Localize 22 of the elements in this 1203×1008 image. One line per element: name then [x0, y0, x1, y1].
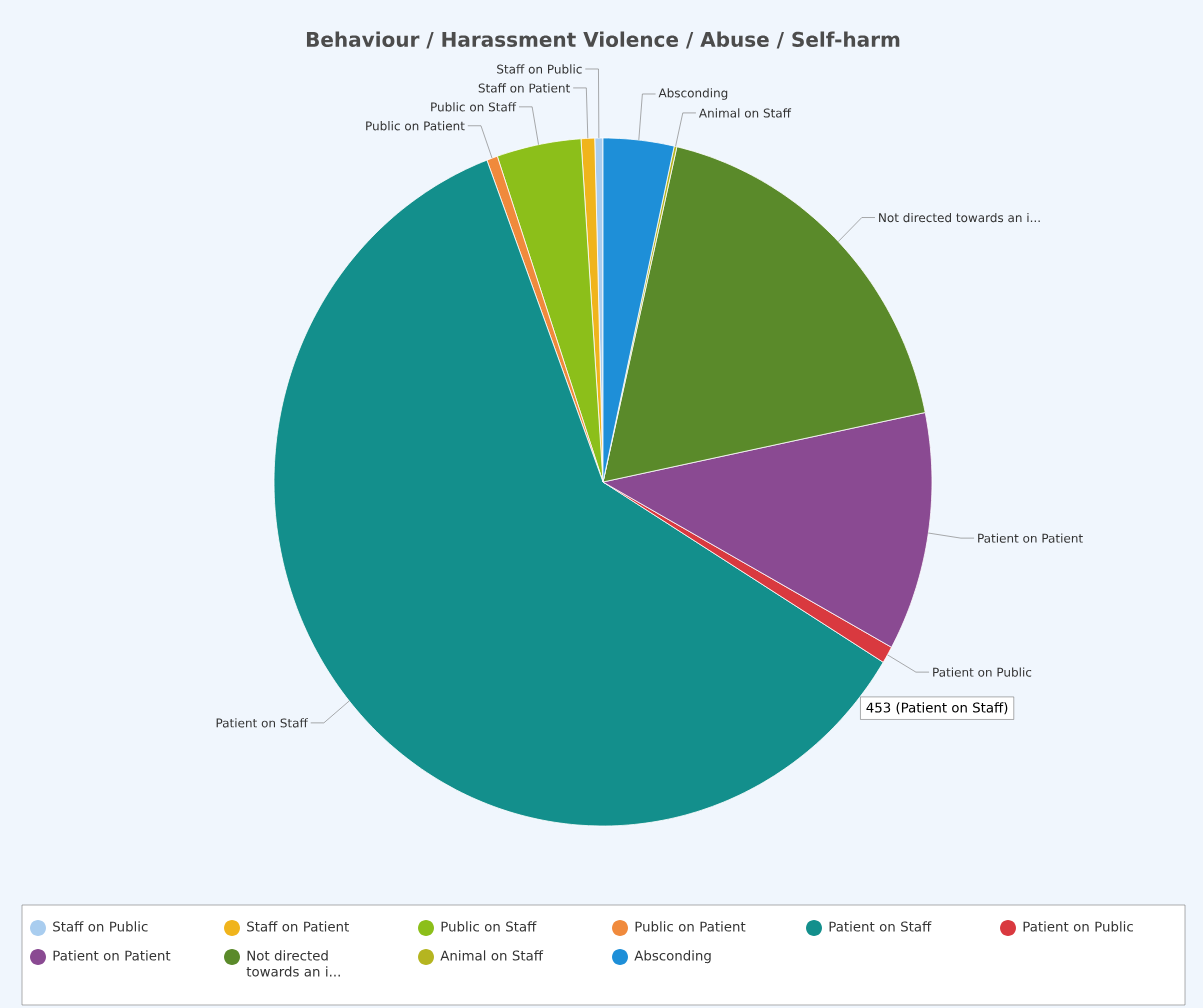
- data-label: 453 (Patient on Staff): [866, 702, 1008, 715]
- slice-label: Staff on Public: [497, 64, 582, 74]
- legend-label: Staff on Public: [53, 921, 148, 932]
- chart-title: Behaviour / Harassment Violence / Abuse / Self-harm: [306, 31, 900, 49]
- legend-label: Animal on Staff: [440, 950, 544, 961]
- legend-label: Public on Staff: [441, 921, 537, 932]
- legend-label: Patient on Patient: [53, 950, 171, 961]
- slice-label: Absconding: [658, 88, 728, 100]
- slice-label: Patient on Patient: [978, 533, 1083, 543]
- legend-label: Patient on Staff: [829, 921, 932, 932]
- slice-label: Staff on Patient: [478, 83, 570, 93]
- legend-label: Staff on Patient: [247, 921, 349, 932]
- legend-label: Not directed towards an i...: [246, 950, 340, 977]
- slice-label: Public on Staff: [431, 102, 517, 112]
- slice-label: Animal on Staff: [698, 108, 792, 118]
- legend-label: Public on Patient: [635, 921, 746, 932]
- slice-label: Public on Patient: [366, 121, 465, 131]
- legend-label: Patient on Public: [1023, 921, 1133, 932]
- slice-label: Patient on Public: [933, 667, 1032, 677]
- legend-label: Absconding: [634, 950, 711, 964]
- slice-label: Patient on Staff: [216, 718, 309, 728]
- slice-label: Not directed towards an i...: [879, 212, 1040, 223]
